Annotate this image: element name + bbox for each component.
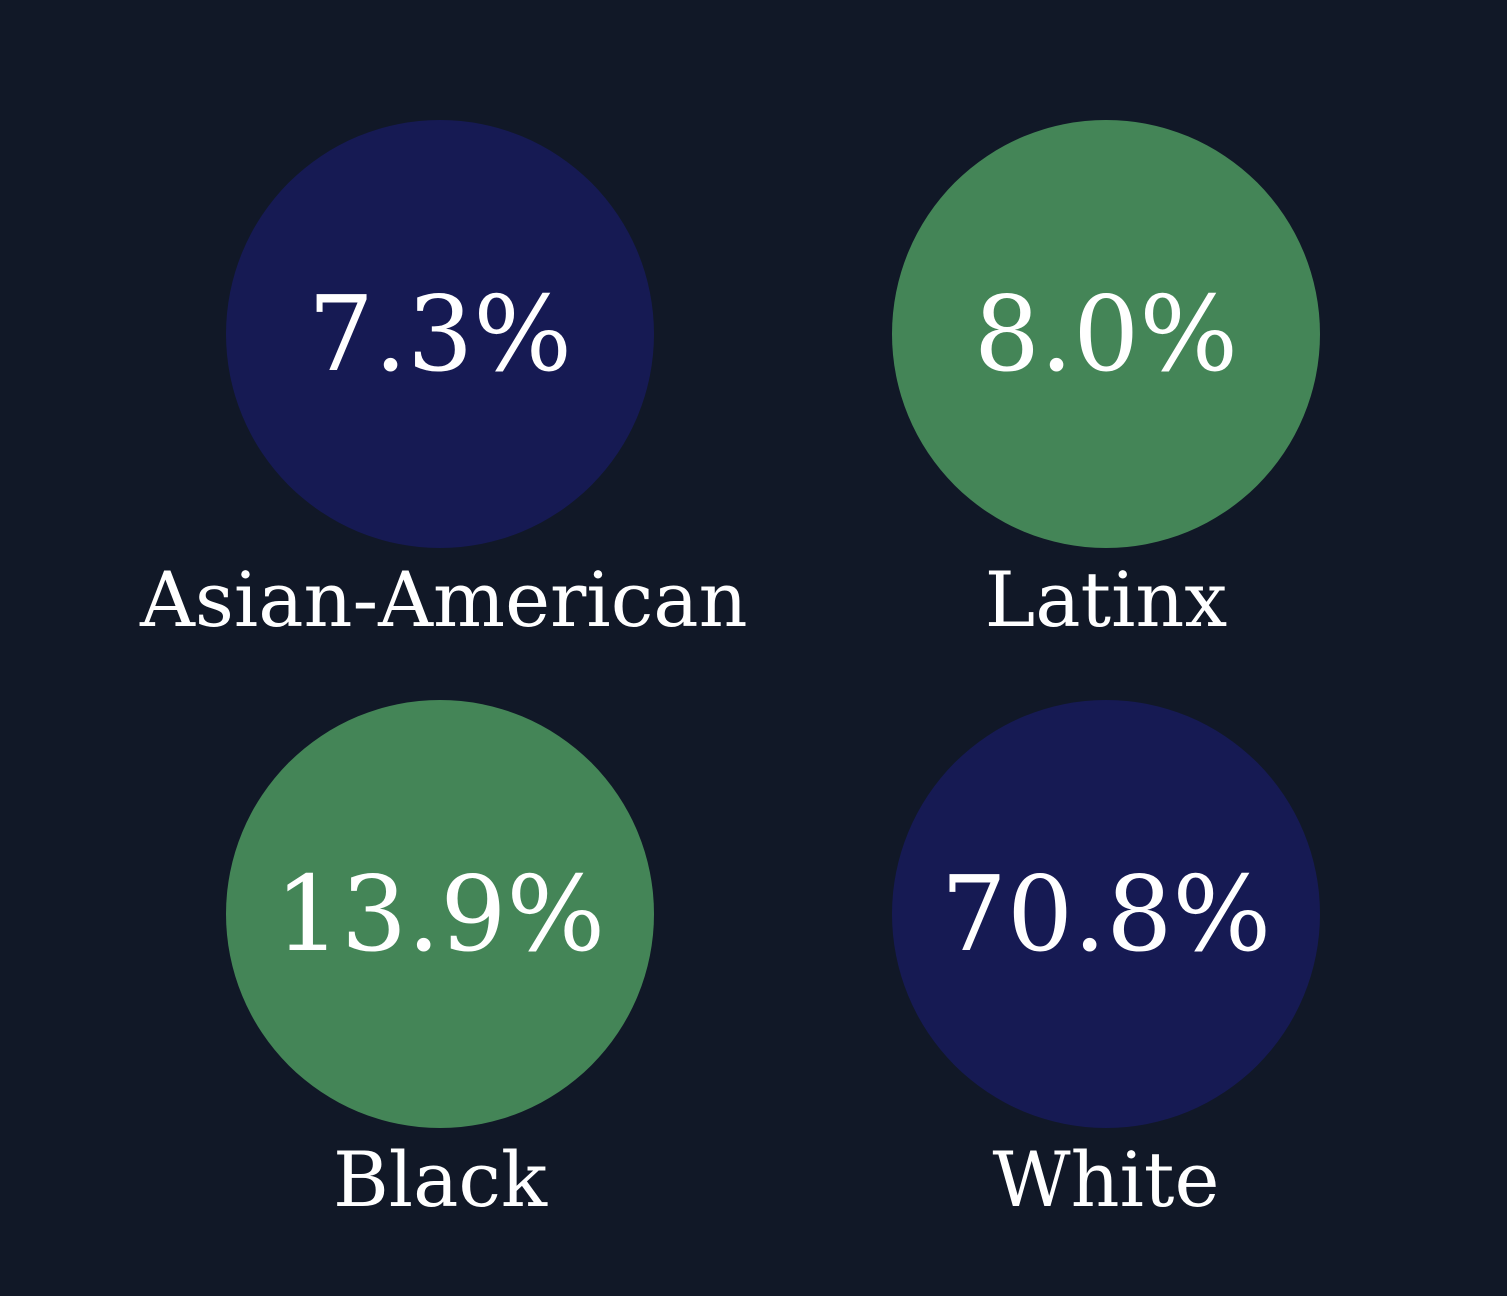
stat-label: Asian-American: [140, 555, 748, 644]
stat-value: 13.9%: [274, 853, 606, 975]
stat-label: White: [992, 1135, 1220, 1224]
stat-circle: 8.0%: [892, 120, 1320, 548]
stat-label: Latinx: [984, 555, 1228, 644]
stat-label: Black: [332, 1135, 548, 1224]
stat-value: 7.3%: [307, 273, 573, 395]
stat-black: 13.9% Black: [140, 700, 740, 1218]
stat-circle: 13.9%: [226, 700, 654, 1128]
stat-circle: 7.3%: [226, 120, 654, 548]
stat-white: 70.8% White: [806, 700, 1406, 1218]
stat-asian-american: 7.3% Asian-American: [140, 120, 748, 644]
stat-value: 8.0%: [973, 273, 1239, 395]
stat-circle: 70.8%: [892, 700, 1320, 1128]
stat-value: 70.8%: [940, 853, 1272, 975]
stat-latinx: 8.0% Latinx: [806, 120, 1406, 638]
